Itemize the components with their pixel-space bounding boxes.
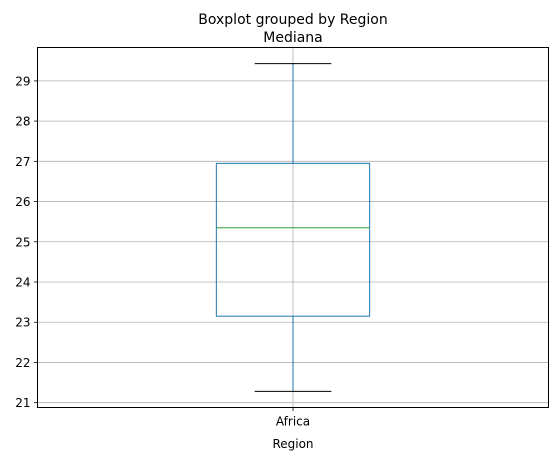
- chart-title: Mediana: [263, 30, 323, 46]
- y-tick-label: 28: [15, 115, 30, 129]
- x-axis-label: Region: [272, 437, 313, 451]
- y-tick-label: 23: [15, 316, 30, 330]
- y-tick-label: 27: [15, 155, 30, 169]
- y-tick-label: 29: [15, 74, 30, 88]
- box-iqr: [215, 162, 371, 317]
- plot-marks: [215, 63, 371, 392]
- y-tick-label: 26: [15, 195, 30, 209]
- y-tick-label: 24: [15, 276, 30, 290]
- chart-suptitle: Boxplot grouped by Region: [198, 12, 387, 28]
- x-tick-label: Africa: [276, 415, 310, 429]
- axes: 21 22 23 24 25 26 27 28 29 Africa: [15, 74, 310, 428]
- y-tick-label: 21: [15, 396, 30, 410]
- y-tick-label: 22: [15, 356, 30, 370]
- y-tick-label: 25: [15, 235, 30, 249]
